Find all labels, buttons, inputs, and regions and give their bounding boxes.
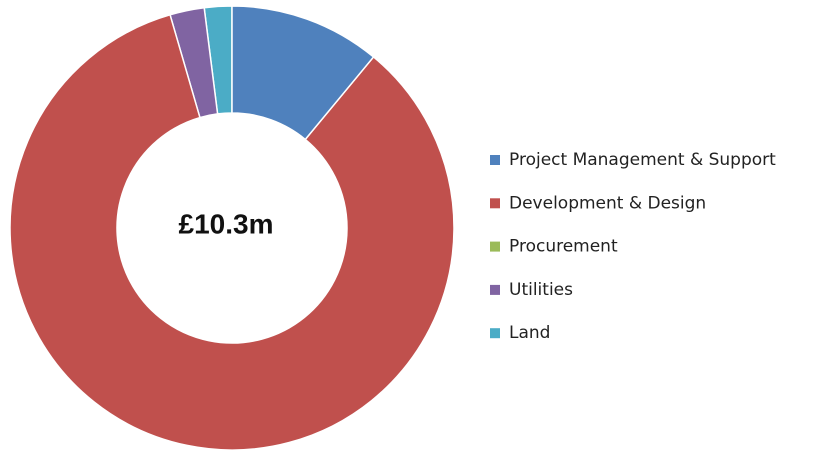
legend-swatch (490, 198, 500, 209)
legend-label: Utilities (509, 280, 573, 300)
legend-label: Procurement (509, 237, 618, 257)
center-label: £10.3m (179, 208, 274, 239)
legend-swatch (490, 328, 500, 339)
legend-swatch (490, 284, 500, 295)
legend-label: Land (509, 323, 550, 343)
legend-swatch (490, 241, 500, 252)
donut-segment (9, 13, 455, 451)
legend-label: Development & Design (509, 193, 706, 213)
donut-segment (169, 6, 219, 119)
donut-segment (231, 5, 375, 141)
legend-label: Project Management & Support (509, 150, 776, 170)
legend-swatch (490, 155, 500, 165)
